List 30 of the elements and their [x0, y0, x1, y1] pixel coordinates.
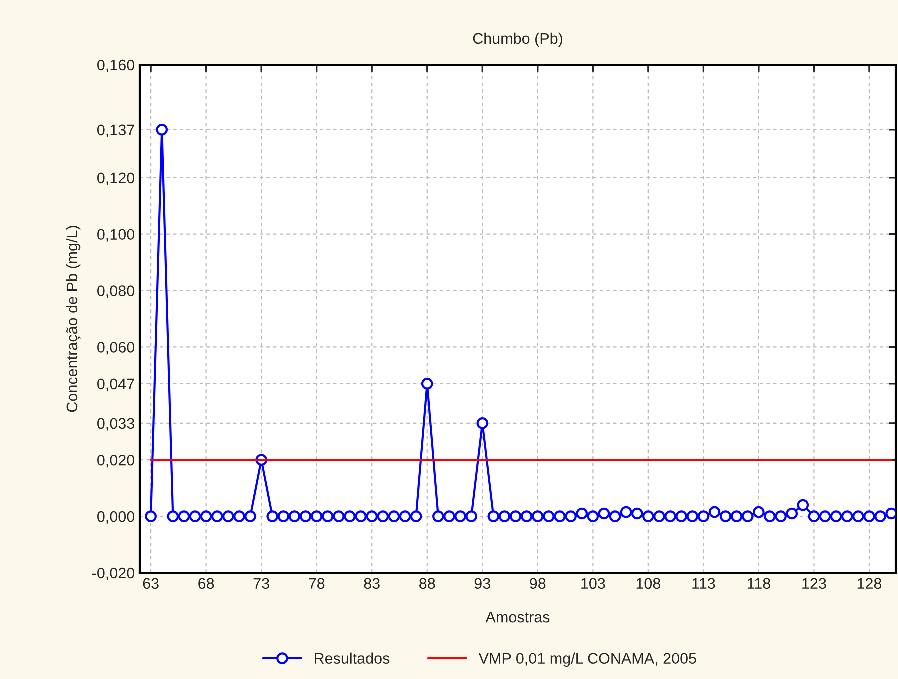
legend-label: VMP 0,01 mg/L CONAMA, 2005	[478, 652, 696, 668]
y-tick-label: 0,000	[98, 511, 135, 524]
x-tick-label: 73	[254, 578, 270, 590]
y-tick-label: 0,080	[98, 286, 135, 298]
y-tick-label: 0,020	[98, 454, 135, 468]
x-tick-label: 118	[748, 578, 770, 590]
y-tick-label: 0,160	[98, 60, 135, 72]
x-tick-label: 68	[198, 578, 214, 590]
y-tick-label: 0,120	[98, 172, 135, 186]
x-tick-label: 128	[858, 578, 882, 590]
y-tick-label: 0,047	[98, 378, 134, 392]
x-tick-label: 113	[692, 578, 716, 590]
x-tick-label: 93	[474, 578, 490, 590]
y-tick-label: 0,100	[98, 229, 135, 242]
chart-title: Chumbo (Pb)	[473, 32, 562, 48]
y-tick-label: 0,060	[98, 342, 135, 355]
x-tick-label: 63	[143, 578, 159, 590]
y-tick-label: 0,033	[98, 418, 134, 431]
x-tick-label: 98	[530, 578, 546, 590]
y-axis-title: Concentração de Pb (mg/L)	[66, 226, 81, 412]
y-tick-label: 0,137	[98, 124, 134, 138]
x-tick-label: 78	[309, 578, 325, 590]
x-tick-label: 123	[802, 578, 826, 590]
x-tick-label: 83	[364, 578, 380, 590]
legend-label: Resultados	[315, 652, 390, 664]
x-tick-label: 103	[582, 578, 606, 590]
x-axis-title: Amostras	[486, 612, 550, 623]
x-tick-label: 88	[420, 578, 436, 590]
y-tick-label: -0,020	[92, 568, 135, 580]
x-tick-label: 108	[636, 578, 661, 590]
